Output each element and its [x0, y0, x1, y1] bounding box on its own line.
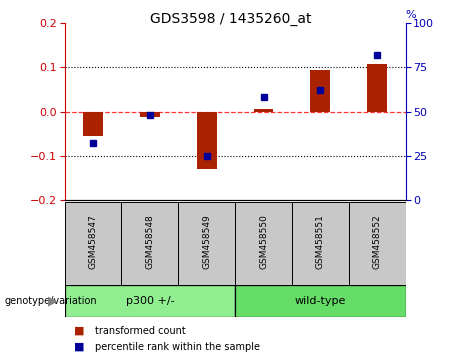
Text: GSM458552: GSM458552 [373, 214, 382, 269]
Bar [235, 285, 406, 317]
Text: %: % [406, 10, 416, 21]
Text: wild-type: wild-type [295, 296, 346, 306]
Bar [367, 64, 387, 112]
Text: GSM458548: GSM458548 [145, 214, 154, 269]
Bar [65, 285, 235, 317]
Bar [197, 112, 217, 169]
Text: genotype/variation: genotype/variation [5, 296, 97, 306]
Bar [349, 202, 406, 285]
Bar [310, 70, 331, 112]
Bar [83, 112, 103, 136]
Text: GSM458550: GSM458550 [259, 214, 268, 269]
Bar [178, 202, 235, 285]
Text: GDS3598 / 1435260_at: GDS3598 / 1435260_at [150, 12, 311, 27]
Text: percentile rank within the sample: percentile rank within the sample [95, 342, 260, 352]
Text: ■: ■ [74, 326, 84, 336]
Text: GSM458549: GSM458549 [202, 214, 211, 269]
Bar [140, 112, 160, 117]
Text: ■: ■ [74, 342, 84, 352]
Bar [121, 202, 178, 285]
Text: GSM458551: GSM458551 [316, 214, 325, 269]
Bar [254, 109, 273, 112]
Text: p300 +/-: p300 +/- [125, 296, 174, 306]
Text: ▶: ▶ [48, 295, 58, 307]
Text: GSM458547: GSM458547 [89, 214, 97, 269]
Text: transformed count: transformed count [95, 326, 185, 336]
Bar [235, 202, 292, 285]
Bar [292, 202, 349, 285]
Bar [65, 202, 121, 285]
